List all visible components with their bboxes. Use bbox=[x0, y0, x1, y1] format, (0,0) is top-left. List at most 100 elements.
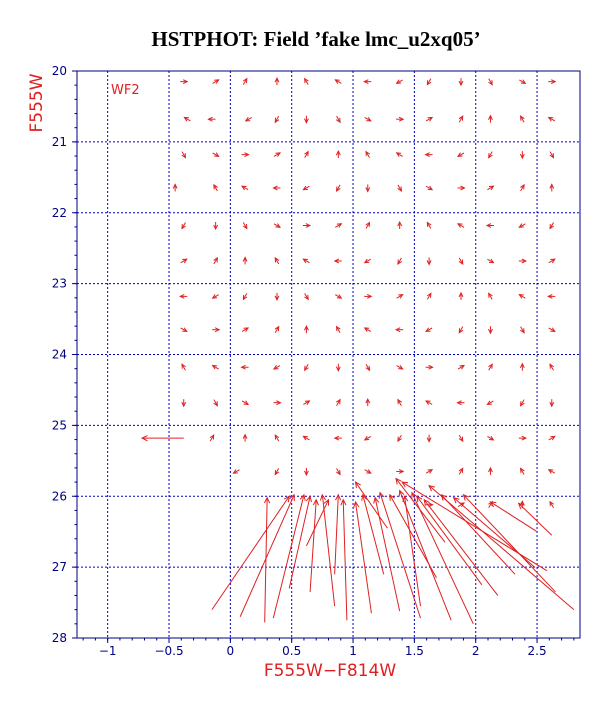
vector-shaft bbox=[549, 501, 554, 509]
vector-head bbox=[486, 400, 492, 406]
vector-shaft bbox=[180, 327, 188, 332]
vector-shaft bbox=[416, 495, 483, 586]
vector-head bbox=[274, 256, 280, 263]
small-vector bbox=[396, 294, 404, 299]
small-vector bbox=[519, 362, 525, 371]
vector-head bbox=[520, 115, 525, 121]
vector-head bbox=[172, 183, 178, 189]
x-tick-label: −0.5 bbox=[154, 644, 183, 658]
long-vector bbox=[334, 493, 342, 575]
small-vector bbox=[304, 115, 309, 124]
vector-head bbox=[289, 493, 295, 501]
x-tick-label: 1 bbox=[349, 644, 357, 658]
vector-shaft bbox=[212, 365, 219, 370]
vector-shaft bbox=[379, 492, 421, 619]
small-vector bbox=[304, 363, 309, 372]
x-tick-label: 2 bbox=[472, 644, 480, 658]
small-vector bbox=[212, 152, 220, 157]
long-vector bbox=[211, 495, 290, 610]
vector-head bbox=[521, 258, 527, 264]
small-vector bbox=[458, 78, 464, 87]
vector-shaft bbox=[305, 499, 329, 547]
vector-shaft bbox=[304, 78, 309, 85]
small-vector bbox=[272, 185, 281, 191]
small-vector bbox=[457, 364, 466, 370]
small-vector bbox=[335, 149, 341, 159]
vector-head bbox=[211, 294, 218, 299]
vector-shaft bbox=[520, 326, 525, 333]
vector-shaft bbox=[487, 435, 494, 441]
vector-shaft bbox=[488, 78, 493, 85]
vector-head bbox=[365, 221, 371, 228]
vector-head bbox=[426, 437, 432, 443]
vector-head bbox=[547, 293, 553, 299]
vector-head bbox=[395, 79, 402, 84]
vector-shaft bbox=[335, 294, 342, 299]
small-vector bbox=[488, 292, 493, 300]
vector-shaft bbox=[274, 326, 280, 333]
vector-head bbox=[458, 80, 464, 87]
axis-ticks: −1 −0.5 0 0.5 1 1.5 2 2.5 20 21 22 23 24 25 26 27 28 bbox=[52, 64, 575, 658]
small-vector bbox=[519, 151, 525, 160]
long-vector bbox=[340, 498, 348, 621]
long-vector-left bbox=[140, 435, 184, 442]
x-tick-label: 2.5 bbox=[528, 644, 547, 658]
long-vector bbox=[288, 495, 312, 589]
small-vector bbox=[518, 258, 527, 264]
x-axis-label: F555W−F814W bbox=[264, 661, 397, 681]
vector-head bbox=[488, 363, 493, 369]
vector-shaft bbox=[518, 502, 553, 536]
vector-head bbox=[488, 435, 495, 441]
vector-head bbox=[299, 493, 306, 501]
vector-head bbox=[181, 363, 186, 369]
small-vector bbox=[549, 399, 555, 408]
small-vector bbox=[242, 433, 248, 442]
small-vector bbox=[274, 256, 280, 265]
vector-head bbox=[244, 152, 250, 158]
vector-head bbox=[211, 364, 218, 370]
vector-head bbox=[366, 116, 372, 122]
small-vector bbox=[488, 466, 493, 475]
vector-shaft bbox=[364, 327, 372, 332]
small-vector bbox=[274, 325, 280, 333]
vector-head bbox=[397, 436, 402, 443]
vector-shaft bbox=[365, 151, 370, 158]
small-vector bbox=[364, 116, 372, 122]
small-vector bbox=[213, 222, 219, 231]
vector-shaft bbox=[548, 435, 556, 441]
vector-head bbox=[521, 435, 527, 441]
vector-head bbox=[304, 365, 309, 372]
vector-shaft bbox=[239, 494, 295, 617]
vector-head bbox=[232, 469, 238, 474]
small-vector bbox=[548, 435, 556, 441]
small-vector bbox=[365, 221, 371, 229]
vector-head bbox=[547, 116, 554, 122]
vector-shaft bbox=[181, 151, 186, 158]
vector-shaft bbox=[342, 499, 348, 621]
vector-head bbox=[214, 327, 221, 333]
y-axis-label: F555W bbox=[27, 73, 47, 132]
vector-shaft bbox=[364, 469, 372, 474]
vector-head bbox=[426, 221, 432, 228]
vector-head bbox=[304, 294, 309, 301]
vector-shaft bbox=[549, 222, 554, 229]
small-vector bbox=[180, 327, 188, 333]
small-vector bbox=[397, 434, 402, 443]
small-vector bbox=[456, 400, 465, 406]
long-vector bbox=[263, 496, 271, 623]
vector-shaft bbox=[209, 434, 215, 442]
vector-shaft bbox=[362, 494, 385, 575]
vector-shaft bbox=[548, 258, 556, 264]
vector-head bbox=[519, 362, 525, 369]
small-vector bbox=[242, 293, 248, 301]
vector-head bbox=[213, 183, 218, 190]
long-vector bbox=[353, 500, 372, 614]
vector-head bbox=[427, 185, 434, 191]
vector-shaft bbox=[321, 494, 336, 607]
vector-shaft bbox=[335, 223, 342, 228]
small-vector bbox=[548, 79, 557, 85]
vector-shaft bbox=[396, 365, 403, 370]
vector-shaft bbox=[425, 400, 433, 405]
vector-head bbox=[182, 327, 188, 333]
small-vector bbox=[181, 151, 187, 159]
